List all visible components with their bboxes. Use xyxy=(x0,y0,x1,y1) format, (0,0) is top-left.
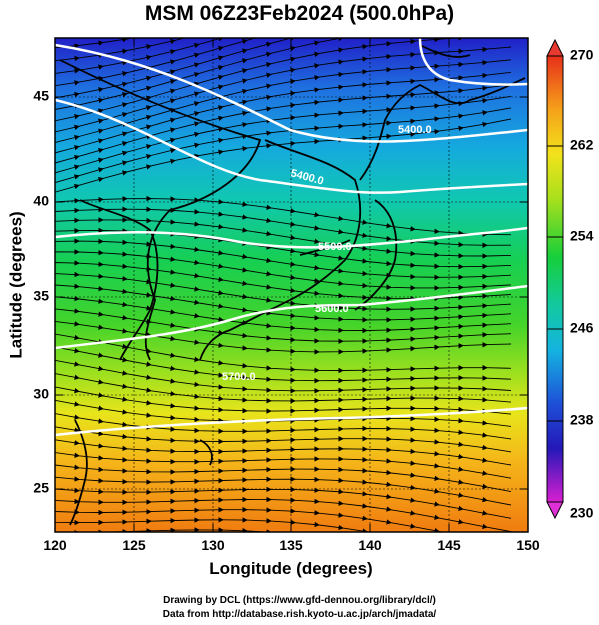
streamline xyxy=(55,513,488,532)
wind-streamlines xyxy=(55,38,512,532)
x-tick-label: 130 xyxy=(201,537,225,553)
contour-label: 5400.0 xyxy=(398,124,432,136)
colorbar-gradient xyxy=(546,55,564,503)
y-tick-label: 25 xyxy=(33,480,49,496)
y-tick-label: 45 xyxy=(33,88,49,104)
x-tick-label: 140 xyxy=(358,537,382,553)
credit-line-data: Data from http://database.rish.kyoto-u.a… xyxy=(162,609,437,620)
contour-label: 5600.0 xyxy=(315,303,349,315)
colorbar-tick-label: 254 xyxy=(570,228,594,244)
colorbar-tick-label: 270 xyxy=(570,47,594,63)
figure-credits: Drawing by DCL (https://www.gfd-dennou.o… xyxy=(0,594,599,622)
colorbar-tick-label: 230 xyxy=(570,505,594,521)
contour-label: 5700.0 xyxy=(222,371,256,383)
colorbar-tick-label: 262 xyxy=(570,137,594,153)
colorbar-top-triangle-icon xyxy=(546,38,564,57)
streamline xyxy=(55,118,512,193)
x-tick-label: 145 xyxy=(437,537,461,553)
figure-title: MSM 06Z23Feb2024 (500.0hPa) xyxy=(144,2,455,25)
height-contours xyxy=(55,38,528,437)
x-tick-label: 125 xyxy=(122,537,146,553)
y-tick-label: 30 xyxy=(33,386,49,402)
y-tick-label: 35 xyxy=(33,288,49,304)
y-tick-label: 40 xyxy=(33,193,49,209)
colorbar-bottom-triangle-icon xyxy=(546,501,564,520)
x-axis: 120 125 130 135 140 145 150 Longitude (d… xyxy=(43,38,540,578)
temperature-field xyxy=(55,38,528,532)
colorbar-tick-label: 246 xyxy=(570,320,594,336)
x-tick-label: 150 xyxy=(516,537,540,553)
colorbar: 270 262 254 246 238 230 xyxy=(546,38,594,521)
y-axis-label: Latitude (degrees) xyxy=(6,211,25,358)
plot-area: 5400.0 5400.0 5500.0 5600.0 5700.0 xyxy=(55,38,528,532)
contour-label: 5500.0 xyxy=(318,241,352,253)
x-tick-label: 135 xyxy=(279,537,303,553)
x-tick-label: 120 xyxy=(43,537,67,553)
grid-lines xyxy=(55,38,528,532)
x-axis-label: Longitude (degrees) xyxy=(209,559,372,578)
credit-line-drawing: Drawing by DCL (https://www.gfd-dennou.o… xyxy=(163,595,436,606)
y-axis: 25 30 35 40 45 Latitude (degrees) xyxy=(6,88,528,496)
colorbar-tick-label: 238 xyxy=(570,412,594,428)
